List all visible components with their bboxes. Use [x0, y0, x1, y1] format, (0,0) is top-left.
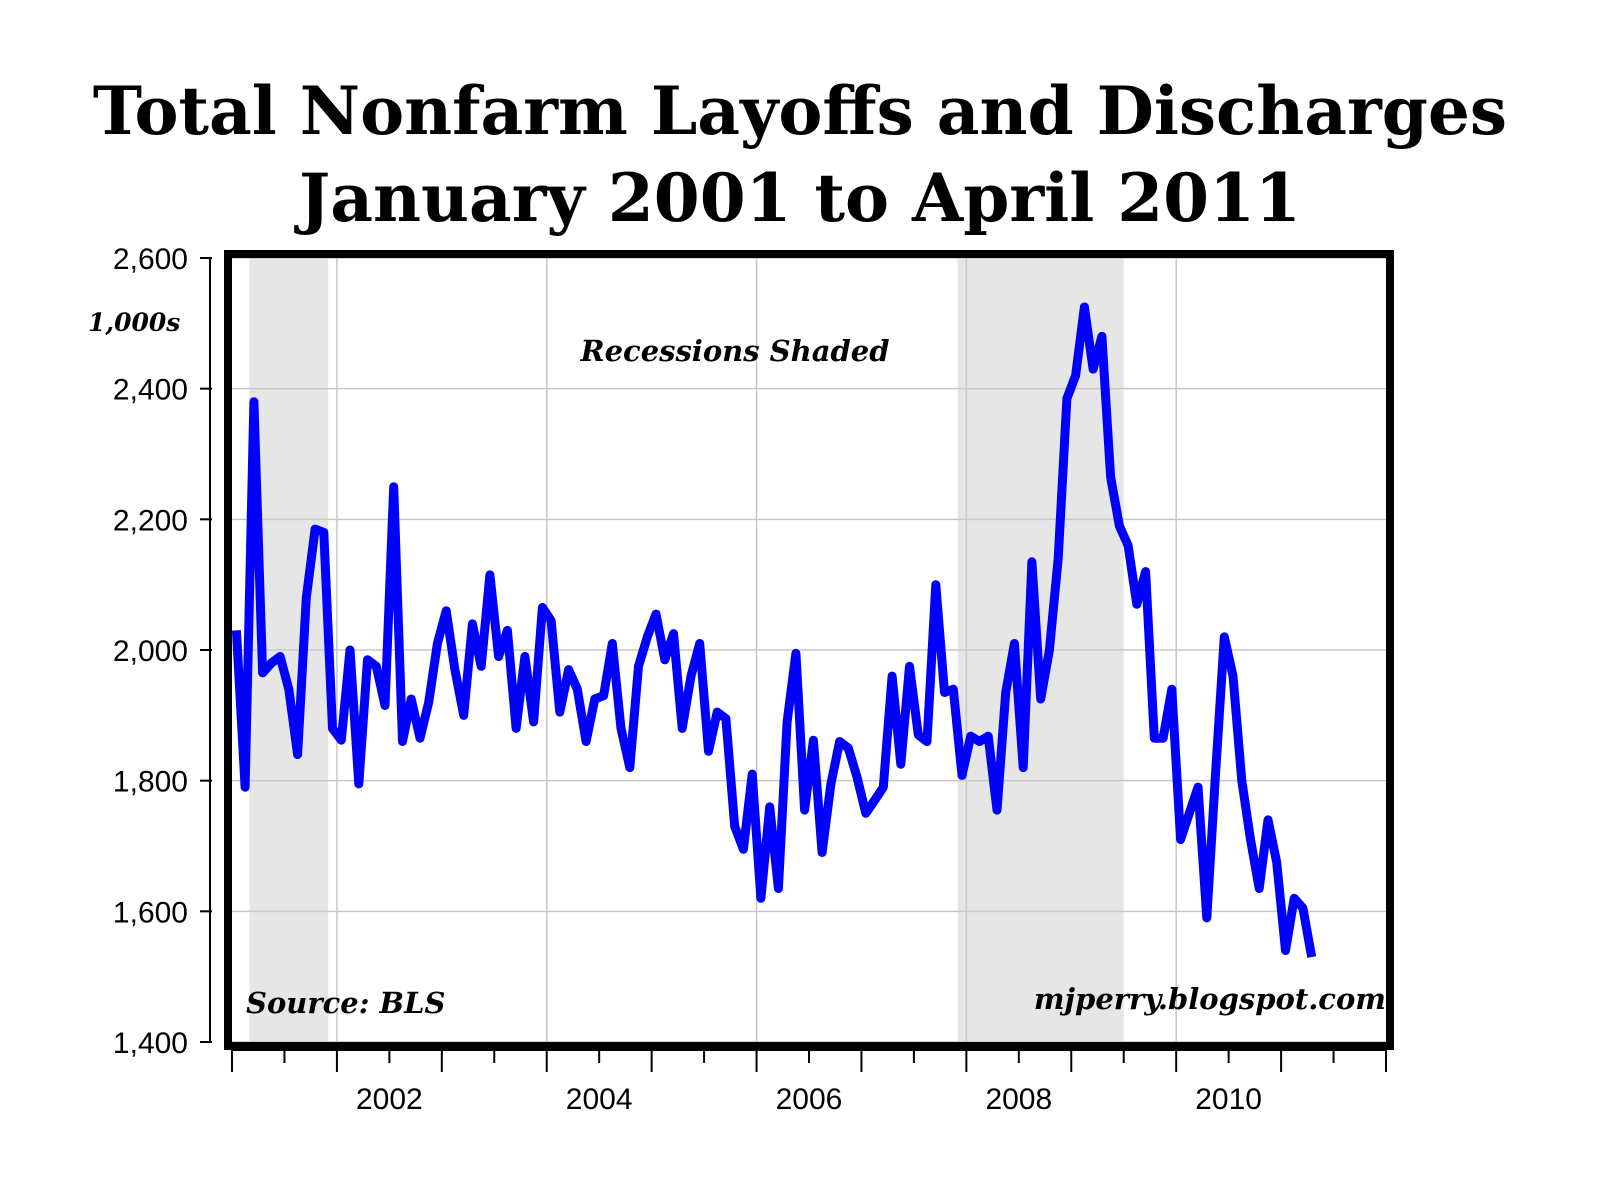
x-tick-label: 2008: [985, 1083, 1052, 1116]
series-line: [231, 302, 1317, 958]
y-tick-label: 2,400: [113, 374, 188, 407]
recessions-shaded-annotation: Recessions Shaded: [579, 334, 889, 368]
credit-annotation: mjperry.blogspot.com: [1034, 982, 1386, 1016]
x-tick-label: 2006: [776, 1083, 843, 1116]
axes: 1,400 1,600 1,800 2,000 2,200 2,400 2,600 2002 2…: [113, 243, 1387, 1116]
y-tick-label: 2,200: [113, 504, 188, 537]
x-tick-label: 2010: [1195, 1083, 1262, 1116]
x-tick-label: 2002: [356, 1083, 423, 1116]
y-tick-label: 1,600: [113, 896, 188, 929]
series-layer: [231, 302, 1317, 958]
y-tick-label: 2,600: [113, 243, 188, 276]
x-tick-label: 2004: [566, 1083, 633, 1116]
y-tick-label: 1,800: [113, 766, 188, 799]
chart-subtitle: January 2001 to April 2011: [299, 159, 1301, 237]
chart-title: Total Nonfarm Layoffs and Discharges: [92, 72, 1508, 150]
source-annotation: Source: BLS: [246, 986, 445, 1020]
y-unit-label: 1,000s: [88, 308, 180, 337]
plot-frame: [224, 250, 1394, 1050]
y-tick-label: 2,000: [113, 635, 188, 668]
gridlines: [232, 257, 1386, 1043]
y-tick-label: 1,400: [113, 1027, 188, 1060]
